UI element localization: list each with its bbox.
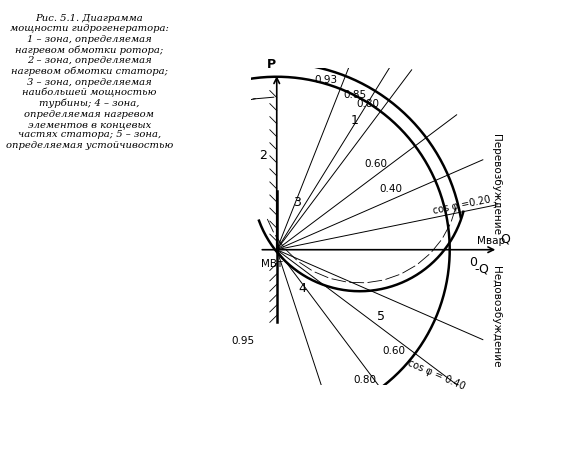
Text: 0.60: 0.60 [365,159,388,169]
Text: 0.93: 0.93 [314,75,337,85]
Text: 5: 5 [377,309,385,322]
Text: 0: 0 [469,256,478,269]
Text: 0.85: 0.85 [343,90,367,100]
Text: -Q: -Q [474,262,489,275]
Text: 0.80: 0.80 [357,99,380,109]
Text: Перевозбуждение: Перевозбуждение [491,134,502,235]
Text: Q: Q [500,232,510,245]
Text: cos φ =0.20: cos φ =0.20 [433,194,492,216]
Text: 0.60: 0.60 [383,345,406,355]
Text: Рис. 5.1. Диаграмма
мощности гидрогенератора:
1 – зона, определяемая
нагревом об: Рис. 5.1. Диаграмма мощности гидрогенера… [6,14,173,150]
Text: 0.40: 0.40 [380,184,402,194]
Text: 4: 4 [299,282,307,294]
Text: МВт: МВт [260,259,283,269]
Text: Мвар: Мвар [478,235,506,245]
Text: 3: 3 [294,195,302,208]
Text: 2: 2 [259,149,267,162]
Text: Недовозбуждение: Недовозбуждение [491,265,502,366]
Text: cos φ = 0.40: cos φ = 0.40 [406,357,467,391]
Text: 0.80: 0.80 [353,375,376,384]
Text: P: P [267,58,276,71]
Text: 1: 1 [351,114,359,127]
Text: 0.95: 0.95 [231,336,254,345]
